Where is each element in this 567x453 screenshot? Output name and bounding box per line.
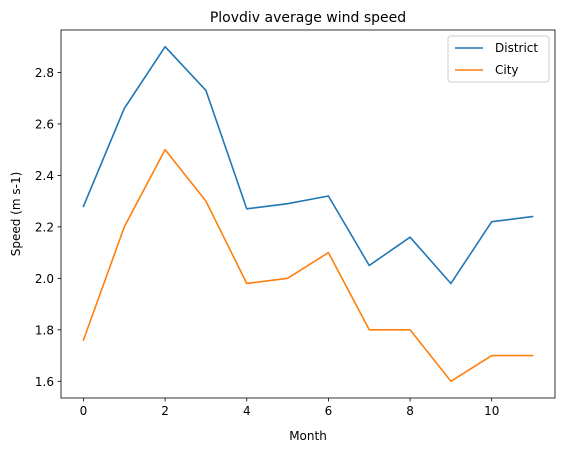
legend-label-district: District <box>495 41 538 55</box>
axes-frame <box>60 29 556 399</box>
chart-title: Plovdiv average wind speed <box>210 10 406 26</box>
data-point-district <box>246 208 248 210</box>
data-point-city <box>82 339 84 341</box>
y-tick-label: 2.8 <box>35 66 54 80</box>
series-line-city <box>82 148 534 383</box>
data-point-district <box>327 195 329 197</box>
data-point-city <box>327 251 329 253</box>
data-point-district <box>409 236 411 238</box>
data-point-district <box>205 89 207 91</box>
y-axis-label: Speed (m s-1) <box>9 172 23 257</box>
y-tick-label: 2.0 <box>35 272 54 286</box>
y-tick-label: 1.8 <box>35 323 54 337</box>
legend: District City <box>447 35 550 83</box>
data-point-city <box>246 282 248 284</box>
data-point-city <box>450 380 452 382</box>
data-point-city <box>164 148 166 150</box>
x-tick-label: 6 <box>325 404 333 418</box>
plot-area <box>82 45 534 383</box>
data-point-city <box>531 354 533 356</box>
y-axis-ticks: 1.6 1.8 2.0 2.2 2.4 2.6 2.8 <box>35 66 61 389</box>
x-axis-label: Month <box>289 429 327 443</box>
data-point-district <box>531 215 533 217</box>
data-point-district <box>286 203 288 205</box>
data-point-district <box>164 46 166 48</box>
x-axis-ticks: 0 2 4 6 8 10 <box>80 398 499 418</box>
x-tick-label: 4 <box>243 404 251 418</box>
data-point-district <box>491 221 493 223</box>
x-tick-label: 2 <box>161 404 169 418</box>
y-tick-label: 2.6 <box>35 117 54 131</box>
data-point-district <box>368 264 370 266</box>
series-line-district <box>82 45 534 285</box>
data-point-city <box>286 277 288 279</box>
data-point-city <box>409 329 411 331</box>
x-tick-label: 0 <box>80 404 88 418</box>
y-tick-label: 1.6 <box>35 375 54 389</box>
data-point-city <box>491 354 493 356</box>
data-point-district <box>82 205 84 207</box>
data-point-district <box>450 282 452 284</box>
data-point-city <box>205 200 207 202</box>
y-tick-label: 2.2 <box>35 220 54 234</box>
y-tick-label: 2.4 <box>35 169 54 183</box>
data-point-city <box>123 226 125 228</box>
x-tick-label: 8 <box>406 404 414 418</box>
data-point-district <box>123 107 125 109</box>
data-point-city <box>368 329 370 331</box>
x-tick-label: 10 <box>484 404 499 418</box>
legend-label-city: City <box>495 63 519 77</box>
